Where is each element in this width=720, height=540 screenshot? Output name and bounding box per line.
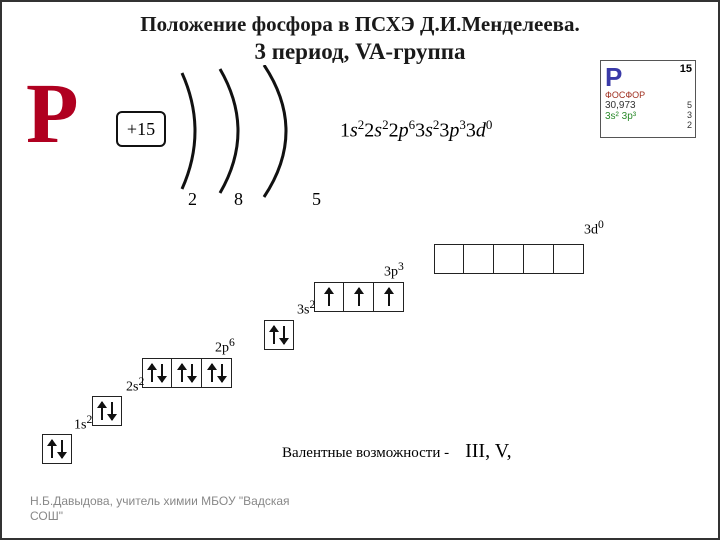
- electron-configuration: 1s22s22p63s23p33d0: [340, 117, 492, 143]
- valence-values: III, V,: [465, 440, 511, 462]
- orbital-box: [42, 434, 72, 464]
- orbital-box: [434, 244, 464, 274]
- element-symbol-large: P: [26, 63, 79, 163]
- spin-down-icon: [218, 362, 226, 384]
- pt-oxstate-3: 2: [687, 121, 692, 131]
- orbital-box: [202, 358, 232, 388]
- shell-count-2: 8: [234, 189, 243, 210]
- electron-shells: [158, 65, 358, 205]
- valence-row: Валентные возможности - III, V,: [282, 440, 512, 463]
- orbital-row: [264, 320, 294, 350]
- spin-down-icon: [58, 438, 66, 460]
- pt-atomic-number: 15: [680, 63, 692, 75]
- periodic-table-cell: 15 P ФОСФОР 30,973 3s² 3p³ 5 3 2: [600, 60, 696, 138]
- orbital-row: [92, 396, 122, 426]
- spin-up-icon: [325, 286, 333, 308]
- orbital-box: [344, 282, 374, 312]
- spin-up-icon: [355, 286, 363, 308]
- pt-name: ФОСФОР: [605, 90, 691, 100]
- shell-count-1: 2: [188, 189, 197, 210]
- spin-down-icon: [280, 324, 288, 346]
- spin-up-icon: [148, 362, 156, 384]
- orbital-label: 2p6: [215, 336, 235, 357]
- spin-down-icon: [188, 362, 196, 384]
- credit-line-2: СОШ": [30, 509, 290, 524]
- orbital-box: [314, 282, 344, 312]
- spin-up-icon: [208, 362, 216, 384]
- spin-up-icon: [385, 286, 393, 308]
- orbital-label: 1s2: [74, 413, 92, 434]
- orbital-box: [264, 320, 294, 350]
- pt-config: 3s² 3p³: [605, 111, 691, 122]
- shell-count-3: 5: [312, 189, 321, 210]
- spin-down-icon: [108, 400, 116, 422]
- orbital-row: [42, 434, 72, 464]
- pt-symbol: P: [605, 64, 691, 90]
- orbital-box: [494, 244, 524, 274]
- pt-mass: 30,973: [605, 100, 691, 111]
- orbital-label: 3p3: [384, 260, 404, 281]
- spin-up-icon: [178, 362, 186, 384]
- nucleus-charge: +15: [127, 119, 155, 140]
- orbital-label: 2s2: [126, 375, 144, 396]
- spin-up-icon: [48, 438, 56, 460]
- orbital-label: 3d0: [584, 218, 604, 239]
- orbital-box: [554, 244, 584, 274]
- orbital-row: [314, 282, 404, 312]
- credit-line-1: Н.Б.Давыдова, учитель химии МБОУ "Вадска…: [30, 494, 290, 509]
- orbital-row: [434, 244, 584, 274]
- orbital-label: 3s2: [297, 298, 315, 319]
- spin-up-icon: [270, 324, 278, 346]
- spin-down-icon: [158, 362, 166, 384]
- orbital-box: [374, 282, 404, 312]
- valence-label: Валентные возможности -: [282, 445, 449, 461]
- orbital-box: [464, 244, 494, 274]
- credit: Н.Б.Давыдова, учитель химии МБОУ "Вадска…: [30, 494, 290, 524]
- orbital-row: [142, 358, 232, 388]
- orbital-box: [92, 396, 122, 426]
- orbital-box: [142, 358, 172, 388]
- title: Положение фосфора в ПСХЭ Д.И.Менделеева.: [6, 12, 714, 37]
- spin-up-icon: [98, 400, 106, 422]
- orbital-box: [172, 358, 202, 388]
- orbital-box: [524, 244, 554, 274]
